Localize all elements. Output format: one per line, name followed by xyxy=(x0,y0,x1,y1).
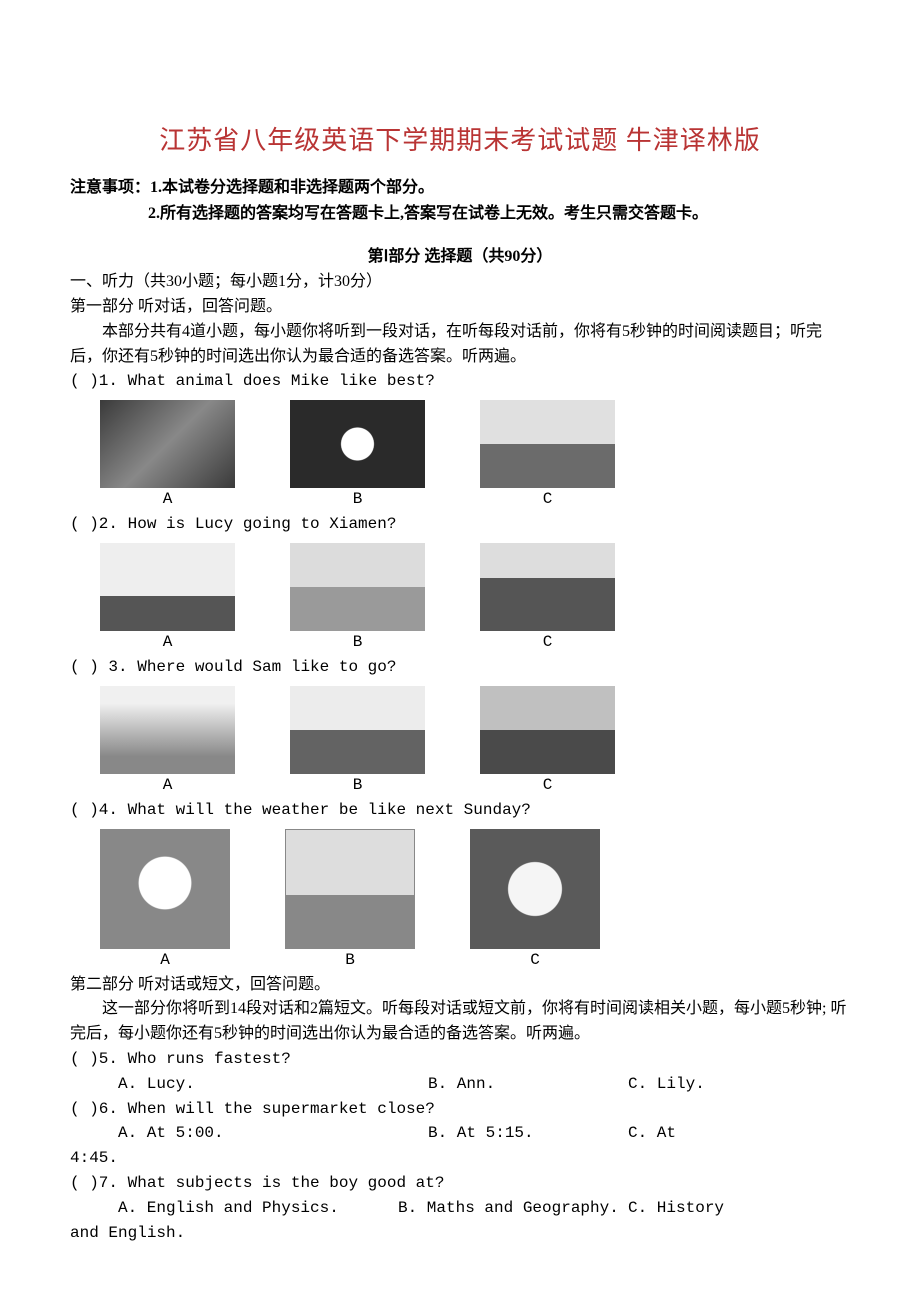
option-caption: A xyxy=(100,951,230,969)
option-caption: B xyxy=(290,490,425,508)
image-option xyxy=(470,829,600,949)
question-line: ( )5. Who runs fastest? xyxy=(70,1047,850,1072)
option-a: A. English and Physics. xyxy=(118,1196,398,1221)
option-caption: C xyxy=(480,490,615,508)
caption-row: A B C xyxy=(100,776,850,794)
question-line: ( )4. What will the weather be like next… xyxy=(70,798,850,823)
option-caption: C xyxy=(480,633,615,651)
notice-block: 注意事项：1.本试卷分选择题和非选择题两个部分。 2.所有选择题的答案均写在答题… xyxy=(70,175,850,226)
image-option xyxy=(480,686,615,774)
option-caption: A xyxy=(100,633,235,651)
image-option xyxy=(480,400,615,488)
part2-head: 第二部分 听对话或短文，回答问题。 xyxy=(70,973,850,998)
image-option-row xyxy=(100,543,850,631)
rain-image xyxy=(285,829,415,949)
image-option xyxy=(100,829,230,949)
option-caption: C xyxy=(470,951,600,969)
option-c: C. At xyxy=(628,1121,850,1146)
option-caption: B xyxy=(290,776,425,794)
image-option xyxy=(285,829,415,949)
image-questions: ( )1. What animal does Mike like best? A B… xyxy=(70,369,850,968)
tiger-image xyxy=(100,400,235,488)
caption-row: A B C xyxy=(100,490,850,508)
elephant-image xyxy=(480,400,615,488)
option-wrap: 4:45. xyxy=(70,1146,850,1171)
image-option xyxy=(100,400,235,488)
option-b: B. At 5:15. xyxy=(428,1121,628,1146)
image-option-row xyxy=(100,686,850,774)
image-option xyxy=(290,686,425,774)
option-c: C. History xyxy=(628,1199,724,1217)
section1-head: 第Ⅰ部分 选择题（共90分） xyxy=(70,242,850,266)
sun-image xyxy=(100,829,230,949)
question-line: ( )1. What animal does Mike like best? xyxy=(70,369,850,394)
option-a: A. At 5:00. xyxy=(118,1121,428,1146)
option-caption: A xyxy=(100,776,235,794)
part2-desc: 这一部分你将听到14段对话和2篇短文。听每段对话或短文前，你将有时间阅读相关小题… xyxy=(70,997,850,1047)
image-option xyxy=(480,543,615,631)
part1-head: 第一部分 听对话，回答问题。 xyxy=(70,295,850,320)
option-row: A. English and Physics.B. Maths and Geog… xyxy=(70,1196,850,1221)
question-line: ( )7. What subjects is the boy good at? xyxy=(70,1171,850,1196)
caption-row: A B C xyxy=(100,951,850,969)
option-b: B. Ann. xyxy=(428,1072,628,1097)
listening-head: 一、听力（共30小题；每小题1分，计30分） xyxy=(70,270,850,295)
image-option xyxy=(100,543,235,631)
question-line: ( )2. How is Lucy going to Xiamen? xyxy=(70,512,850,537)
image-option-row xyxy=(100,400,850,488)
option-b: B. Maths and Geography. xyxy=(398,1196,628,1221)
question-line: ( ) 3. Where would Sam like to go? xyxy=(70,655,850,680)
option-c: C. Lily. xyxy=(628,1072,850,1097)
option-a: A. Lucy. xyxy=(118,1072,428,1097)
bus-image xyxy=(480,543,615,631)
caption-row: A B C xyxy=(100,633,850,651)
opera-image xyxy=(480,686,615,774)
page-title: 江苏省八年级英语下学期期末考试试题 牛津译林版 xyxy=(70,120,850,157)
eiffel-image xyxy=(100,686,235,774)
image-option-row xyxy=(100,829,850,949)
option-row: A. Lucy.B. Ann.C. Lily. xyxy=(70,1072,850,1097)
notice-line1: 1.本试卷分选择题和非选择题两个部分。 xyxy=(150,179,434,196)
plane-image xyxy=(290,543,425,631)
option-caption: B xyxy=(285,951,415,969)
option-row: A. At 5:00.B. At 5:15.C. At xyxy=(70,1121,850,1146)
option-caption: B xyxy=(290,633,425,651)
option-wrap: and English. xyxy=(70,1221,850,1246)
image-option xyxy=(290,400,425,488)
image-option xyxy=(290,543,425,631)
panda-image xyxy=(290,400,425,488)
image-option xyxy=(100,686,235,774)
notice-label: 注意事项： xyxy=(70,179,150,196)
question-line: ( )6. When will the supermarket close? xyxy=(70,1097,850,1122)
exam-page: 江苏省八年级英语下学期期末考试试题 牛津译林版 注意事项：1.本试卷分选择题和非… xyxy=(0,0,920,1285)
bigben-image xyxy=(290,686,425,774)
option-caption: A xyxy=(100,490,235,508)
notice-line2: 2.所有选择题的答案均写在答题卡上,答案写在试卷上无效。考生只需交答题卡。 xyxy=(70,201,850,227)
option-caption: C xyxy=(480,776,615,794)
cloud-image xyxy=(470,829,600,949)
train-image xyxy=(100,543,235,631)
part1-desc: 本部分共有4道小题，每小题你将听到一段对话，在听每段对话前，你将有5秒钟的时间阅… xyxy=(70,320,850,370)
text-questions: ( )5. Who runs fastest?A. Lucy.B. Ann.C.… xyxy=(70,1047,850,1245)
